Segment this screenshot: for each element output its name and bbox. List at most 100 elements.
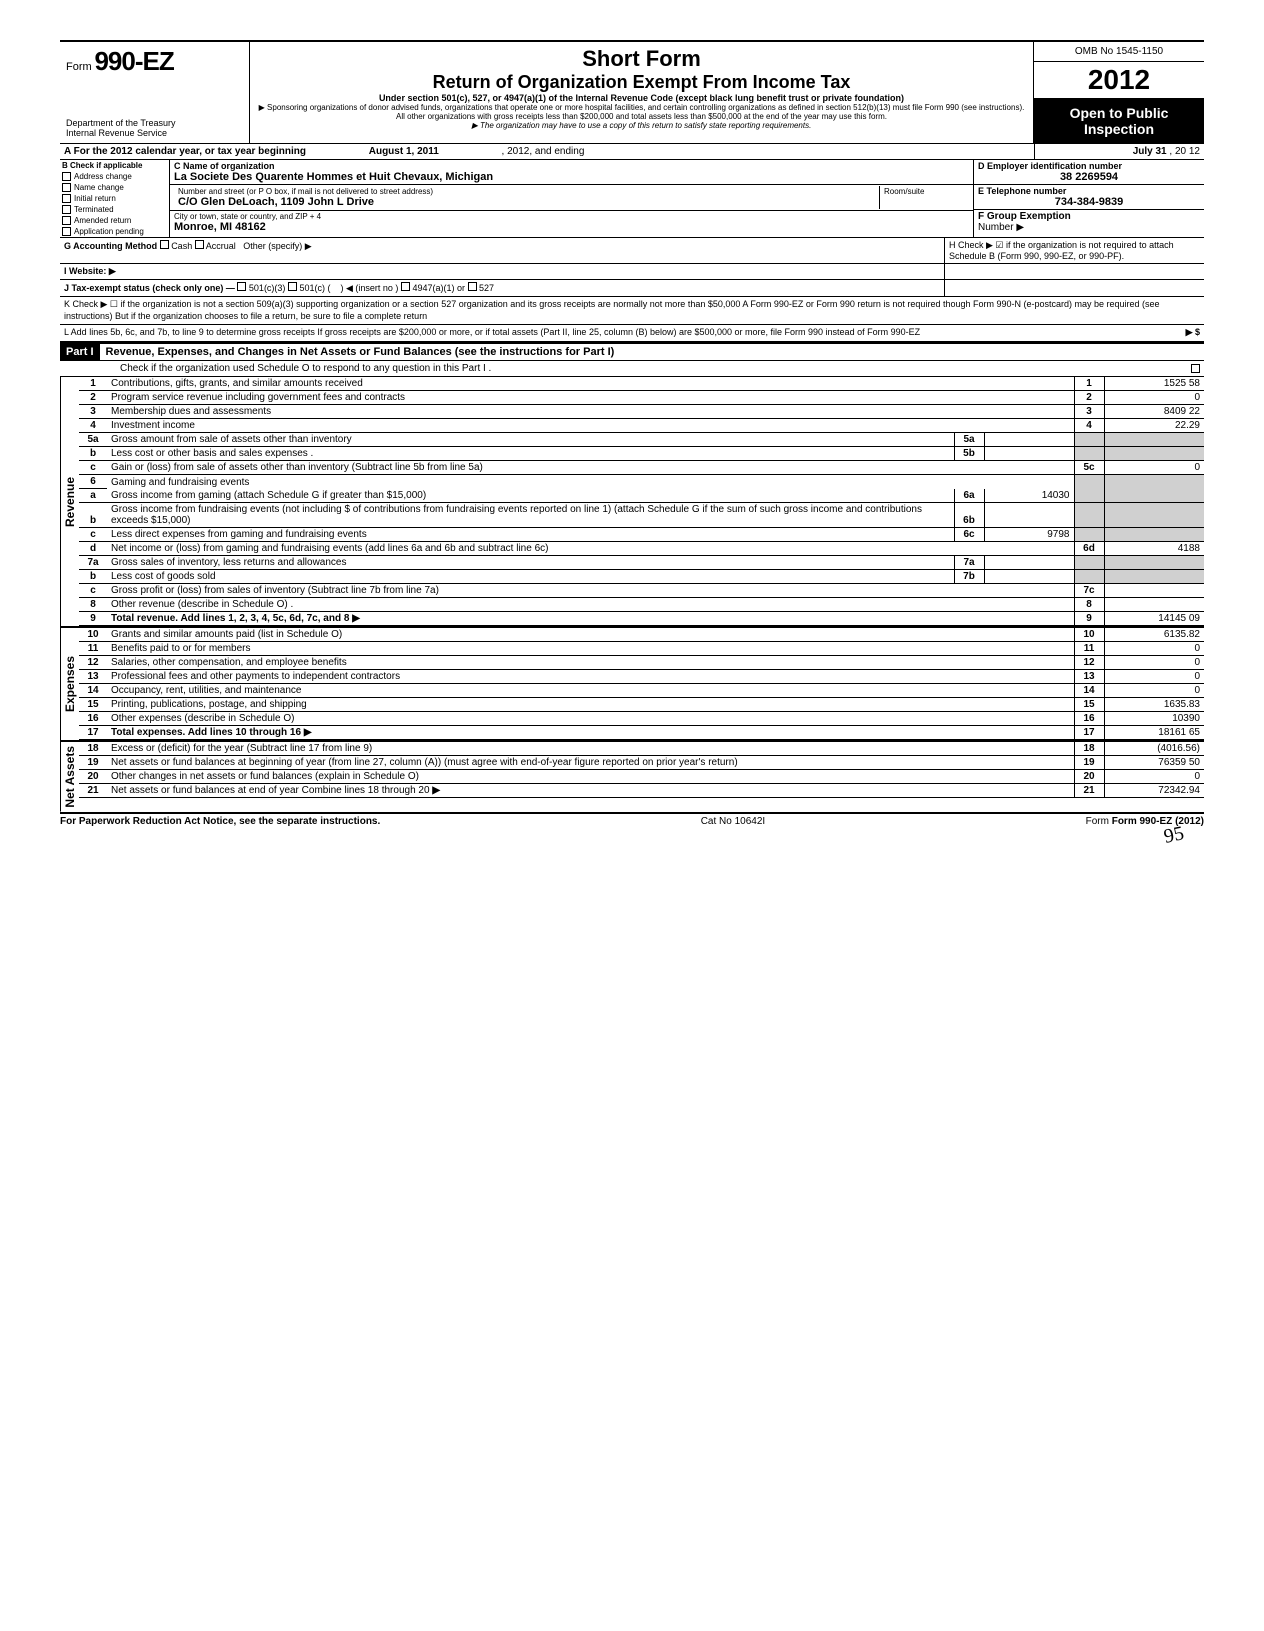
end-year: , 20 12 — [1169, 146, 1200, 157]
checkbox-icon[interactable] — [62, 205, 71, 214]
return-title: Return of Organization Exempt From Incom… — [258, 72, 1025, 93]
checkbox-icon[interactable] — [288, 282, 297, 291]
no: 2 — [1074, 391, 1104, 405]
inspect-line: Inspection — [1036, 121, 1202, 137]
desc: Program service revenue including govern… — [107, 391, 1074, 405]
checkbox-icon[interactable] — [195, 240, 204, 249]
line-14: 14Occupancy, rent, utilities, and mainte… — [79, 684, 1204, 698]
checkbox-icon[interactable] — [237, 282, 246, 291]
shaded — [1104, 489, 1204, 503]
year-text: 2012 — [1088, 64, 1150, 95]
mv: 9798 — [984, 528, 1074, 542]
desc: Investment income — [107, 419, 1074, 433]
mv: 14030 — [984, 489, 1074, 503]
l-text: L Add lines 5b, 6c, and 7b, to line 9 to… — [64, 327, 920, 339]
no: 10 — [1074, 628, 1104, 642]
shaded — [1074, 556, 1104, 570]
desc: Total expenses. Add lines 10 through 16 — [111, 727, 301, 738]
addr-left: Number and street (or P O box, if mail i… — [174, 186, 879, 209]
line-4: 4Investment income422.29 — [79, 419, 1204, 433]
desc: Professional fees and other payments to … — [107, 670, 1074, 684]
chk-label: Terminated — [74, 205, 114, 214]
line-11: 11Benefits paid to or for members110 — [79, 642, 1204, 656]
desc: Gaming and fundraising events — [107, 475, 1074, 489]
desc: Gain or (loss) from sale of assets other… — [107, 461, 1074, 475]
f-label: F Group Exemption — [978, 211, 1071, 222]
line-21: 21Net assets or fund balances at end of … — [79, 784, 1204, 798]
checkbox-icon[interactable] — [62, 183, 71, 192]
mn: 6c — [954, 528, 984, 542]
no: 9 — [1074, 612, 1104, 626]
val: 0 — [1104, 684, 1204, 698]
val — [1104, 598, 1204, 612]
f-group-block: F Group Exemption Number ▶ — [974, 210, 1204, 234]
c-name-label: C Name of organization — [174, 161, 969, 171]
shaded — [1074, 475, 1104, 489]
val: 6135.82 — [1104, 628, 1204, 642]
desc: Other expenses (describe in Schedule O) — [107, 712, 1074, 726]
chk-name[interactable]: Name change — [60, 182, 169, 193]
chk-address[interactable]: Address change — [60, 171, 169, 182]
revenue-section: Revenue 1Contributions, gifts, grants, a… — [60, 377, 1204, 628]
shaded — [1074, 570, 1104, 584]
no: 20 — [1074, 770, 1104, 784]
checkbox-icon[interactable] — [62, 172, 71, 181]
mn: 5b — [954, 447, 984, 461]
mv — [984, 447, 1074, 461]
open-line: Open to Public — [1036, 105, 1202, 121]
h-block: H Check ▶ ☑ if the organization is not r… — [944, 238, 1204, 263]
chk-label: Initial return — [74, 194, 116, 203]
chk-initial[interactable]: Initial return — [60, 193, 169, 204]
no: 4 — [1074, 419, 1104, 433]
netassets-body: 18Excess or (deficit) for the year (Subt… — [79, 742, 1204, 812]
checkbox-icon[interactable] — [62, 194, 71, 203]
form-number: 990-EZ — [94, 46, 173, 76]
line-7c: cGross profit or (loss) from sales of in… — [79, 584, 1204, 598]
desc: Gross sales of inventory, less returns a… — [107, 556, 954, 570]
desc: Less cost or other basis and sales expen… — [107, 447, 954, 461]
g-accrual: Accrual — [206, 241, 236, 251]
desc: Less cost of goods sold — [107, 570, 954, 584]
val: 0 — [1104, 770, 1204, 784]
chk-terminated[interactable]: Terminated — [60, 204, 169, 215]
row-i: I Website: ▶ — [60, 264, 1204, 280]
desc: Grants and similar amounts paid (list in… — [107, 628, 1074, 642]
pra-notice: For Paperwork Reduction Act Notice, see … — [60, 816, 380, 827]
desc: Less direct expenses from gaming and fun… — [107, 528, 954, 542]
irs-line: Internal Revenue Service — [66, 129, 243, 139]
chk-pending[interactable]: Application pending — [60, 226, 169, 237]
dept: Department of the Treasury Internal Reve… — [66, 119, 243, 139]
val: 10390 — [1104, 712, 1204, 726]
val: 22.29 — [1104, 419, 1204, 433]
f-sub: Number ▶ — [978, 222, 1024, 233]
checkbox-icon[interactable] — [401, 282, 410, 291]
no: 15 — [1074, 698, 1104, 712]
no: 5c — [1074, 461, 1104, 475]
line-10: 10Grants and similar amounts paid (list … — [79, 628, 1204, 642]
header-center: Short Form Return of Organization Exempt… — [250, 42, 1034, 143]
val: 14145 09 — [1104, 612, 1204, 626]
open-public: Open to Public Inspection — [1034, 99, 1204, 143]
line-5a: 5aGross amount from sale of assets other… — [79, 433, 1204, 447]
checkbox-icon[interactable] — [1191, 364, 1200, 373]
j-4947: 4947(a)(1) or — [412, 283, 465, 293]
expenses-label: Expenses — [60, 628, 79, 740]
expenses-section: Expenses 10Grants and similar amounts pa… — [60, 628, 1204, 742]
line-20: 20Other changes in net assets or fund ba… — [79, 770, 1204, 784]
checkbox-icon[interactable] — [160, 240, 169, 249]
checkbox-icon[interactable] — [468, 282, 477, 291]
room-suite: Room/suite — [879, 186, 969, 209]
checkbox-icon[interactable] — [62, 216, 71, 225]
line-8: 8Other revenue (describe in Schedule O) … — [79, 598, 1204, 612]
checkbox-icon[interactable] — [62, 227, 71, 236]
j-status: J Tax-exempt status (check only one) — 5… — [60, 280, 944, 296]
val: 18161 65 — [1104, 726, 1204, 740]
row-j: J Tax-exempt status (check only one) — 5… — [60, 280, 1204, 297]
line-12: 12Salaries, other compensation, and empl… — [79, 656, 1204, 670]
mn: 7a — [954, 556, 984, 570]
line-17: 17Total expenses. Add lines 10 through 1… — [79, 726, 1204, 740]
mn: 7b — [954, 570, 984, 584]
shaded — [1074, 503, 1104, 528]
chk-amended[interactable]: Amended return — [60, 215, 169, 226]
form-label: Form — [66, 61, 92, 73]
